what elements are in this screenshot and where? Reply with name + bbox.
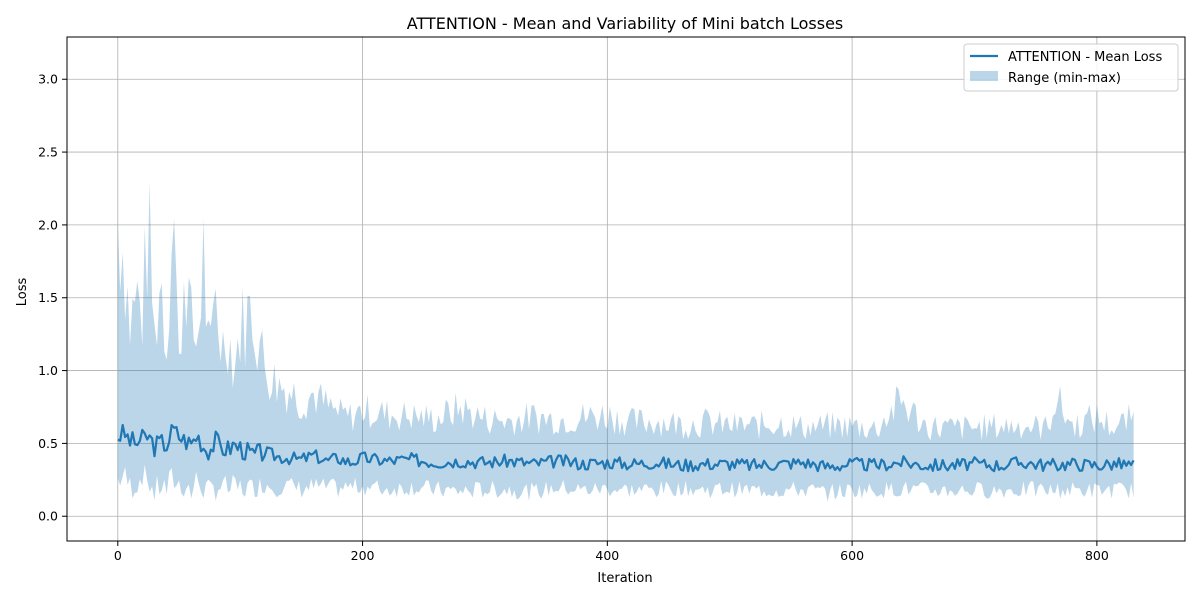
legend-range-swatch (970, 71, 998, 81)
mean-loss-line (117, 423, 1135, 473)
x-tick-label: 400 (595, 548, 619, 563)
x-tick-label: 800 (1085, 548, 1109, 563)
chart-title: ATTENTION - Mean and Variability of Mini… (407, 14, 844, 33)
plot-area: 0 200 400 600 800 0.0 0.5 1.0 1.5 2.0 2.5 3.0 (38, 36, 1186, 563)
y-tick-label: 2.0 (38, 217, 58, 232)
y-tick-label: 3.0 (38, 72, 58, 87)
legend-range-label: Range (min-max) (1008, 71, 1121, 86)
x-tick-label: 200 (351, 548, 375, 563)
range-band (117, 181, 1134, 502)
x-axis-label: Iteration (597, 571, 652, 586)
y-tick-label: 0.0 (38, 509, 58, 524)
axes-frame (66, 36, 1186, 542)
y-tick-label: 2.5 (38, 145, 58, 160)
legend-box (963, 43, 1179, 92)
y-axis-label: Loss (15, 278, 30, 307)
x-tick-label: 0 (114, 548, 122, 563)
y-tick-label: 1.0 (38, 363, 58, 378)
legend-mean-label: ATTENTION - Mean Loss (1008, 50, 1162, 65)
y-tick-label: 0.5 (38, 436, 58, 451)
x-tick-label: 600 (840, 548, 864, 563)
y-tick-label: 1.5 (38, 290, 58, 305)
legend: ATTENTION - Mean Loss Range (min-max) (963, 43, 1179, 92)
